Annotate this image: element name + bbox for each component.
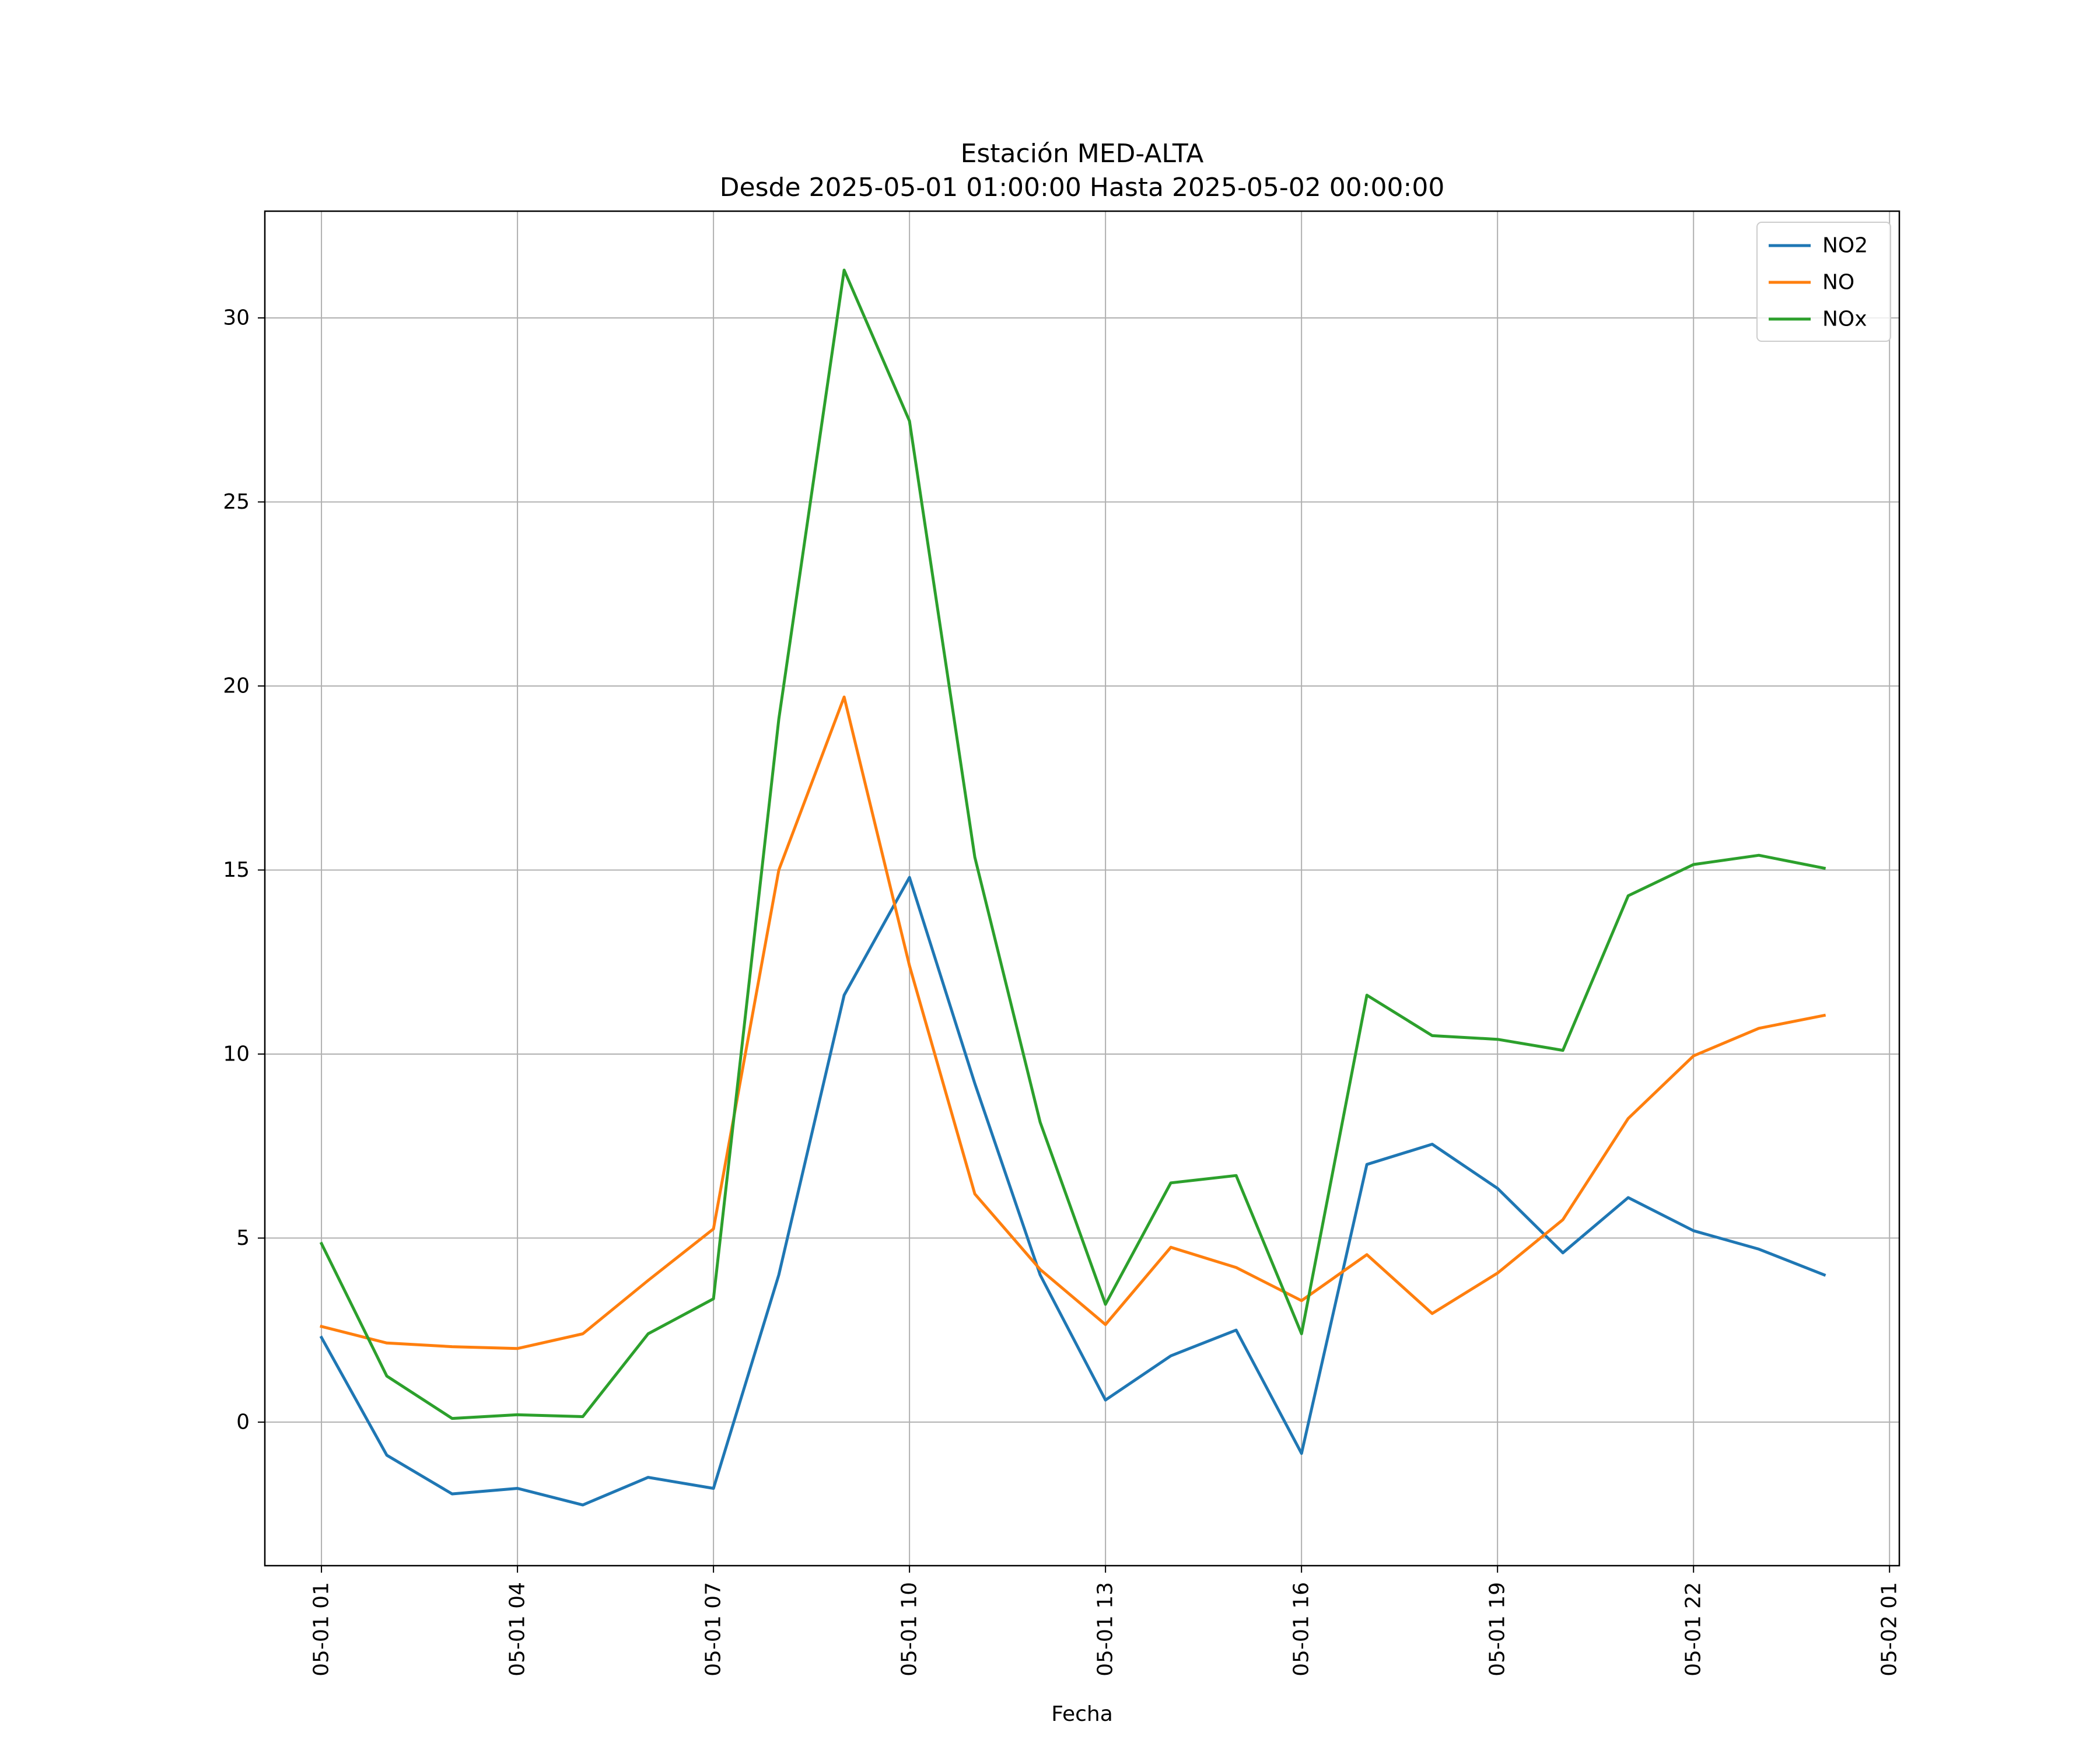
x-tick-label: 05-01 01 [310, 1582, 334, 1676]
legend-label-nox: NOx [1822, 307, 1867, 331]
x-tick-label: 05-01 10 [898, 1582, 922, 1676]
x-tick-label: 05-01 19 [1486, 1582, 1510, 1676]
x-tick-label: 05-01 22 [1682, 1582, 1706, 1676]
y-tick-label: 5 [236, 1226, 250, 1250]
y-tick-label: 10 [223, 1042, 250, 1066]
y-tick-label: 15 [223, 858, 250, 882]
chart-title: Estación MED-ALTA [961, 139, 1204, 169]
y-tick-label: 25 [223, 490, 250, 514]
x-tick-label: 05-01 13 [1094, 1582, 1118, 1676]
legend-label-no: NO [1822, 271, 1854, 295]
legend-label-no2: NO2 [1822, 234, 1868, 258]
y-tick-label: 0 [236, 1410, 250, 1434]
legend: NO2 NO NOx [1757, 222, 1891, 341]
chart-subtitle: Desde 2025-05-01 01:00:00 Hasta 2025-05-… [720, 173, 1445, 202]
x-axis-label: Fecha [1051, 1702, 1113, 1726]
y-tick-label: 30 [223, 306, 250, 330]
x-tick-label: 05-01 07 [702, 1582, 726, 1676]
x-tick-label: 05-02 01 [1878, 1582, 1902, 1676]
x-tick-label: 05-01 04 [506, 1582, 530, 1676]
y-tick-label: 20 [223, 674, 250, 698]
x-tick-label: 05-01 16 [1290, 1582, 1314, 1676]
